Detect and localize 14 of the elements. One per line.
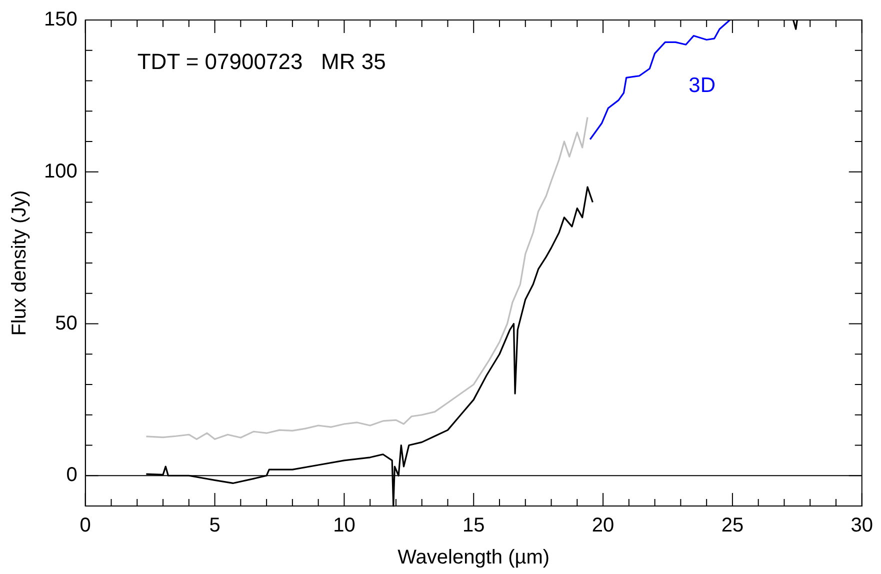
y-tick-label: 50 — [55, 312, 78, 334]
series-label: 3D — [688, 74, 716, 98]
x-tick-label: 30 — [850, 514, 873, 537]
x-axis-title: Wavelength (µm) — [398, 546, 550, 569]
x-tick-label: 5 — [209, 514, 220, 537]
y-tick-label: 100 — [44, 160, 78, 182]
annotation: TDT = 07900723 MR 35 — [137, 49, 386, 74]
x-tick-label: 15 — [462, 514, 485, 537]
y-axis-title: Flux density (Jy) — [8, 190, 31, 336]
x-tick-label: 20 — [592, 514, 614, 537]
x-tick-label: 10 — [333, 514, 356, 537]
y-tick-label: 150 — [44, 8, 78, 31]
x-tick-label: 25 — [721, 514, 744, 537]
y-tick-label: 0 — [66, 464, 78, 486]
